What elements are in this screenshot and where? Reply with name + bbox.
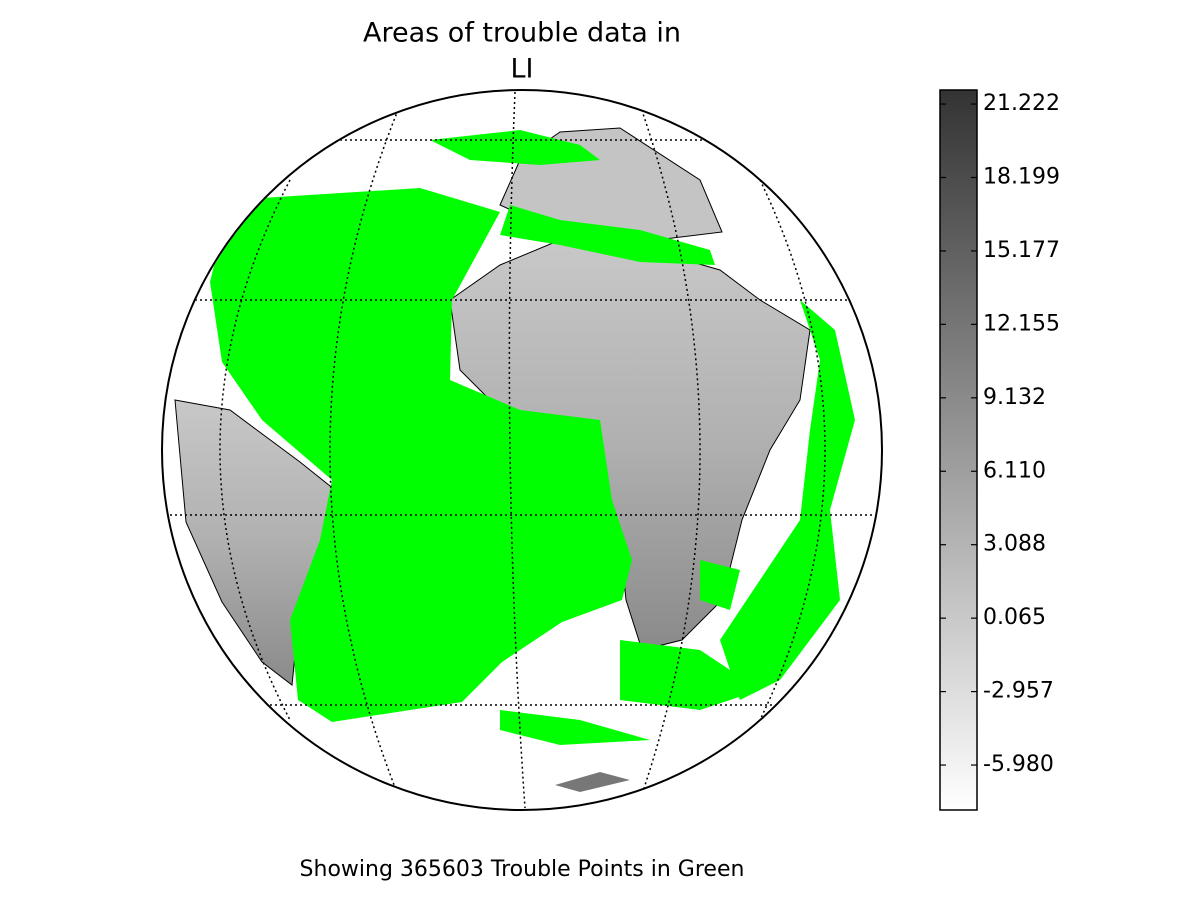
trouble-area	[210, 188, 632, 722]
colorbar-tick-label: 15.177	[983, 238, 1060, 263]
title-line: LI	[510, 54, 533, 85]
colorbar-tick-label: 0.065	[983, 605, 1046, 630]
colorbar-tick-label: 3.088	[983, 532, 1046, 557]
colorbar-tick-label: -2.957	[983, 679, 1054, 704]
trouble-area	[700, 560, 740, 610]
land-antarctic	[555, 772, 630, 792]
trouble-area	[620, 640, 760, 710]
colorbar-tick-label: 9.132	[983, 385, 1046, 410]
colorbar	[939, 89, 978, 811]
trouble-areas	[210, 130, 855, 745]
meridian	[329, 104, 401, 801]
meridian	[219, 179, 291, 721]
meridian	[759, 179, 826, 721]
trouble-area	[500, 710, 650, 745]
colorbar-ticks: 21.222 18.199 15.177 12.155 9.132 6.110 3.088 0…	[940, 91, 1060, 777]
colorbar-tick-label: 6.110	[983, 458, 1046, 483]
globe	[163, 91, 881, 809]
caption: Showing 365603 Trouble Points in Green	[300, 857, 745, 882]
colorbar-tick-label: -5.980	[983, 752, 1054, 777]
meridian	[508, 91, 526, 809]
globe-outline	[161, 89, 883, 811]
colorbar-tick-label: 12.155	[983, 311, 1060, 336]
meridian	[639, 104, 701, 801]
trouble-area	[500, 205, 715, 265]
colorbar-tick-label: 18.199	[983, 165, 1060, 190]
trouble-area	[720, 300, 855, 700]
trouble-area	[430, 130, 600, 165]
colorbar-tick-label: 21.222	[983, 91, 1060, 116]
title-line: Areas of trouble data in	[363, 18, 681, 49]
